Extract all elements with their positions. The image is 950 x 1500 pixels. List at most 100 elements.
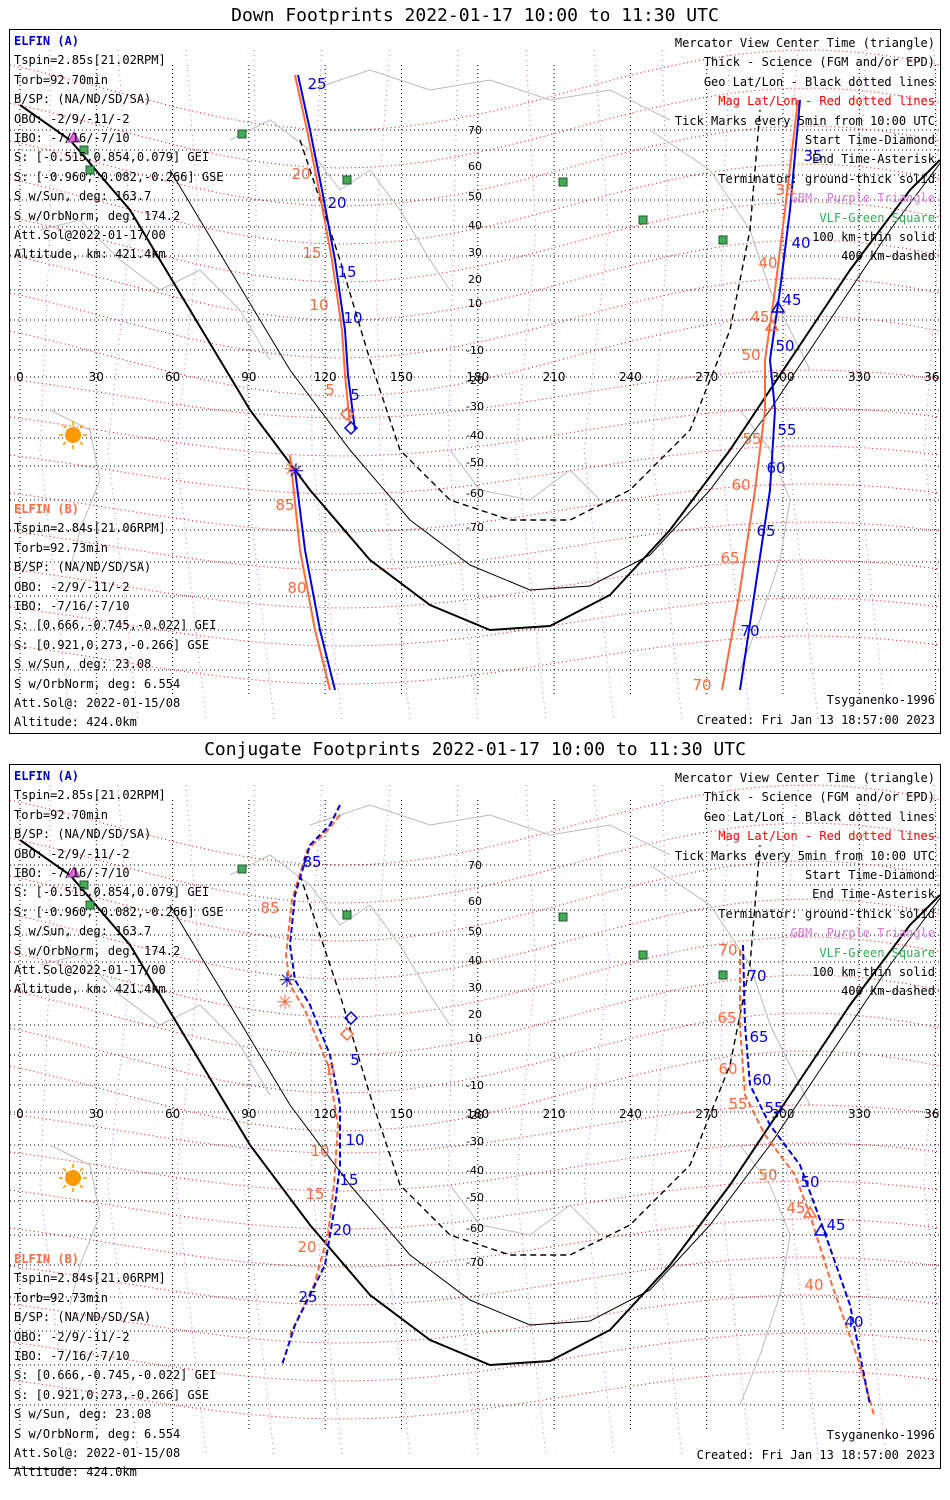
- lon-tick-label: 30: [89, 370, 104, 384]
- elfin-a-tick-label: 15: [339, 1171, 358, 1189]
- elfin-b-tick-label: 40: [758, 254, 777, 272]
- start-diamond-a: [343, 420, 359, 436]
- mag-parallel: [10, 521, 940, 571]
- legend-item: Terminator: ground-thick solid: [718, 906, 935, 921]
- mag-parallel: [10, 445, 940, 495]
- legend-item: Thick - Science (FGM and/or EPD): [703, 55, 935, 70]
- lat-tick-label: -20: [466, 374, 484, 387]
- info-line: S w/Sun, deg: 23.08: [14, 657, 152, 672]
- legend-item: 100 km-thin solid: [812, 230, 935, 245]
- lat-tick-label: 30: [468, 246, 482, 259]
- info-line: Altitude, km: 421.4km: [14, 247, 166, 262]
- legend-item: End Time-Asterisk: [812, 887, 935, 902]
- mag-meridian: [447, 49, 479, 721]
- mag-meridian: [107, 784, 139, 1456]
- legend-item: Start Time-Diamond: [804, 133, 935, 148]
- lat-tick-label: 10: [468, 297, 482, 310]
- elfin-b-tick-label: 60: [718, 1060, 737, 1078]
- lat-tick-label: 50: [468, 925, 482, 938]
- info-line: S: [-0.515,0.854,0.079] GEI: [14, 885, 210, 900]
- mag-meridian: [515, 49, 547, 721]
- panel-title-conjugate: Conjugate Footprints 2022-01-17 10:00 to…: [204, 739, 746, 760]
- mag-meridian: [310, 49, 343, 721]
- vlf-site-square: [558, 177, 568, 187]
- elfin-b-tick-label: 55: [742, 430, 761, 448]
- elfin-a-header: ELFIN (A): [14, 34, 80, 48]
- lat-tick-label: 30: [468, 981, 482, 994]
- elfin-a-tick-label: 50: [775, 337, 794, 355]
- lat-tick-label: -20: [466, 1109, 484, 1122]
- coastline: [649, 129, 811, 371]
- info-line: Att.Sol@2022-01-17/00: [14, 228, 166, 243]
- info-line: OBO: -2/9/-11/-2: [14, 111, 130, 126]
- elfin-a-tick-label: 85: [302, 853, 321, 871]
- elfin-b-tick-label: 40: [804, 1276, 823, 1294]
- lon-tick-label: 30: [89, 1107, 104, 1121]
- lon-tick-label: 60: [165, 1107, 180, 1121]
- legend-item: Mercator View Center Time (triangle): [674, 771, 935, 785]
- mag-meridian: [243, 784, 275, 1456]
- info-line: S w/OrbNorm, deg: 174.2: [14, 943, 181, 958]
- mag-parallel: [10, 369, 940, 419]
- lat-tick-label: -60: [466, 1222, 484, 1235]
- lat-tick-label: 70: [468, 859, 482, 872]
- elfin-b-info: ELFIN (B) Tspin=2.84s[21.06RPM] Torb=92.…: [14, 1250, 216, 1483]
- center-triangle-a: [770, 300, 786, 313]
- sun-ray: [79, 424, 84, 429]
- elfin-b-tick-label: 45: [750, 308, 769, 326]
- mag-meridian: [923, 784, 940, 1334]
- elfin-a-tick-label: 65: [756, 522, 775, 540]
- mag-meridian: [782, 784, 819, 1456]
- coastline: [229, 854, 451, 1026]
- gbm-triangle: [67, 866, 81, 878]
- elfin-a-tick-label: 40: [791, 234, 810, 252]
- coastline: [229, 119, 451, 291]
- elfin-b-tick-label: 80: [287, 579, 306, 597]
- mag-meridian: [447, 784, 479, 1456]
- created-label: Created: Fri Jan 13 18:57:00 2023: [696, 1447, 935, 1462]
- lon-tick-label: 150: [390, 370, 413, 384]
- lon-tick-label: 210: [543, 370, 566, 384]
- elfin-b-track: [289, 454, 331, 691]
- end-asterisk-b: ✳: [284, 457, 301, 481]
- mag-parallel: [10, 1332, 940, 1382]
- elfin-a-tick-label: 60: [752, 1071, 771, 1089]
- map-panel-down: 0306090120150180210240270300330360706050…: [9, 29, 941, 734]
- elfin-a-header: ELFIN (A): [14, 769, 80, 783]
- elfin-a-tick-label: 20: [332, 1221, 351, 1239]
- elfin-a-tick-label: 25: [307, 75, 326, 93]
- info-line: IBO: -7/16/-7/10: [14, 866, 130, 881]
- vlf-site-square: [718, 970, 728, 980]
- info-line: Tspin=2.85s[21.02RPM]: [14, 788, 166, 803]
- lon-tick-label: 0: [16, 1107, 24, 1121]
- info-line: B/SP: (NA/ND/SD/SA): [14, 827, 152, 842]
- sun-ray: [79, 1184, 84, 1189]
- info-line: IBO: -7/16/-7/10: [14, 1349, 130, 1364]
- info-line: S: [0.666,-0.745,-0.022] GEI: [14, 618, 217, 633]
- elfin-b-tick-label: 45: [786, 1199, 805, 1217]
- lat-tick-label: 20: [468, 1008, 482, 1021]
- elfin-b-tick-label: 85: [260, 899, 279, 917]
- legend-item: VLF-Green Square: [819, 210, 935, 225]
- start-diamond-a: [343, 1010, 359, 1026]
- elfin-b-tick-label: 55: [728, 1095, 747, 1113]
- terminator-100km: [169, 162, 940, 591]
- mag-meridian: [39, 785, 71, 1456]
- elfin-b-track: [739, 950, 875, 1416]
- elfin-b-header: ELFIN (B): [14, 1252, 80, 1266]
- lon-tick-label: 270: [695, 370, 718, 384]
- vlf-site-square: [85, 900, 95, 910]
- mag-meridian: [175, 784, 207, 1456]
- elfin-b-tick-label: 65: [720, 549, 739, 567]
- terminator-ground: [19, 104, 940, 632]
- elfin-a-tick-label: 40: [844, 1313, 863, 1331]
- info-line: B/SP: (NA/ND/SD/SA): [14, 560, 152, 575]
- legend-item: 400 km-dashed: [841, 984, 935, 999]
- lat-tick-label: 10: [468, 1032, 482, 1045]
- vlf-site-square: [79, 145, 89, 155]
- mag-parallel: [10, 559, 940, 609]
- legend-item: Terminator: ground-thick solid: [718, 171, 935, 186]
- lon-tick-label: 150: [390, 1107, 413, 1121]
- elfin-b-tick-label: 50: [758, 1166, 777, 1184]
- mag-parallel: [10, 1370, 940, 1420]
